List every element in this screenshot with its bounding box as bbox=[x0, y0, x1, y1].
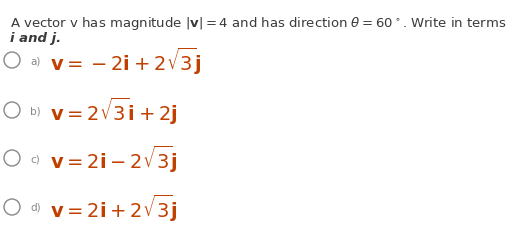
Text: $\mathbf{v} = 2\mathbf{i} + 2\sqrt{3}\mathbf{j}$: $\mathbf{v} = 2\mathbf{i} + 2\sqrt{3}\ma… bbox=[50, 192, 178, 223]
Text: i and j.: i and j. bbox=[10, 32, 61, 45]
Text: $\mathbf{v} = 2\mathbf{i} - 2\sqrt{3}\mathbf{j}$: $\mathbf{v} = 2\mathbf{i} - 2\sqrt{3}\ma… bbox=[50, 143, 178, 174]
Text: $\mathbf{v} = 2\sqrt{3}\mathbf{i} + 2\mathbf{j}$: $\mathbf{v} = 2\sqrt{3}\mathbf{i} + 2\ma… bbox=[50, 95, 178, 126]
Text: A vector v has magnitude $|\mathbf{v}| = 4$ and has direction $\theta = 60^\circ: A vector v has magnitude $|\mathbf{v}| =… bbox=[10, 15, 509, 32]
Text: b): b) bbox=[30, 106, 41, 115]
Text: d): d) bbox=[30, 202, 41, 212]
Text: $\mathbf{v} = -2\mathbf{i} + 2\sqrt{3}\mathbf{j}$: $\mathbf{v} = -2\mathbf{i} + 2\sqrt{3}\m… bbox=[50, 45, 202, 76]
Text: c): c) bbox=[30, 153, 40, 163]
Text: a): a) bbox=[30, 56, 40, 66]
